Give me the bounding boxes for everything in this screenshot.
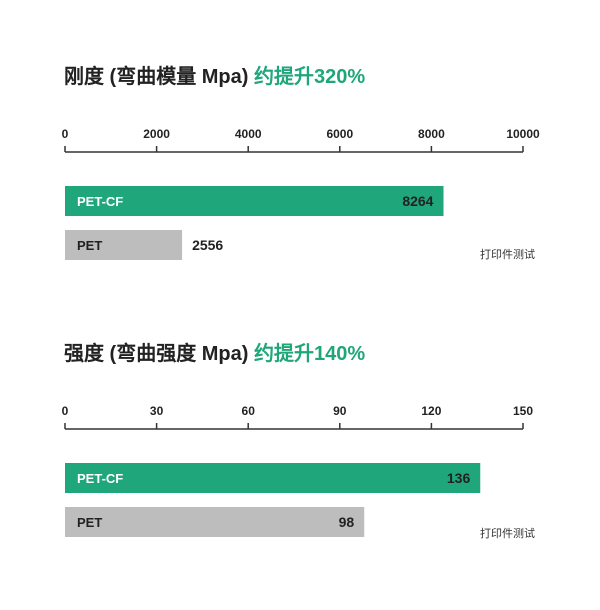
strength-bar-pet-cf — [65, 463, 481, 493]
strength-value-label: 98 — [339, 514, 355, 530]
stiffness-category-label: PET — [77, 238, 102, 253]
strength-tick-label: 150 — [513, 404, 533, 418]
strength-category-label: PET — [77, 515, 102, 530]
stiffness-title-text: 刚度 (弯曲模量 Mpa) — [64, 66, 249, 88]
strength-tick-label: 30 — [150, 404, 164, 418]
stiffness-tick-label: 6000 — [326, 127, 353, 141]
strength-chart-panel: 强度 (弯曲强度 Mpa) 约提升140% 0 30 60 90 120 150 PET-C… — [0, 277, 600, 557]
strength-tick-label: 60 — [242, 404, 256, 418]
stiffness-category-label: PET-CF — [77, 194, 123, 209]
strength-value-label: 136 — [447, 470, 471, 486]
stiffness-chart-title: 刚度 (弯曲模量 Mpa) 约提升320% — [64, 60, 365, 89]
strength-title-text: 强度 (弯曲强度 Mpa) — [64, 343, 249, 365]
stiffness-bar-chart: 0 2000 4000 6000 8000 10000 PET-CF 8264 PET 2556 — [62, 127, 540, 260]
stiffness-chart-panel: 刚度 (弯曲模量 Mpa) 约提升320% 0 2000 4000 6000 8000 1… — [0, 0, 600, 280]
stiffness-tick-label: 8000 — [418, 127, 445, 141]
strength-tick-label: 90 — [333, 404, 347, 418]
strength-footnote: 打印件测试 — [480, 528, 535, 540]
stiffness-footnote: 打印件测试 — [480, 249, 535, 261]
strength-category-label: PET-CF — [77, 471, 123, 486]
stiffness-value-label: 2556 — [192, 237, 223, 253]
strength-chart-title: 强度 (弯曲强度 Mpa) 约提升140% — [64, 337, 365, 366]
stiffness-tick-label: 0 — [62, 127, 69, 141]
strength-bar-chart: 0 30 60 90 120 150 PET-CF 136 PET 98 — [62, 404, 533, 537]
stiffness-tick-label: 10000 — [506, 127, 540, 141]
strength-tick-label: 0 — [62, 404, 69, 418]
strength-tick-label: 120 — [421, 404, 441, 418]
stiffness-bar-pet — [65, 230, 183, 260]
stiffness-tick-label: 2000 — [143, 127, 170, 141]
stiffness-tick-label: 4000 — [235, 127, 262, 141]
stiffness-bar-pet-cf — [65, 186, 444, 216]
strength-bar-pet — [65, 507, 365, 537]
stiffness-title-highlight: 约提升320% — [254, 66, 366, 88]
stiffness-value-label: 8264 — [402, 193, 433, 209]
strength-title-highlight: 约提升140% — [254, 343, 366, 365]
